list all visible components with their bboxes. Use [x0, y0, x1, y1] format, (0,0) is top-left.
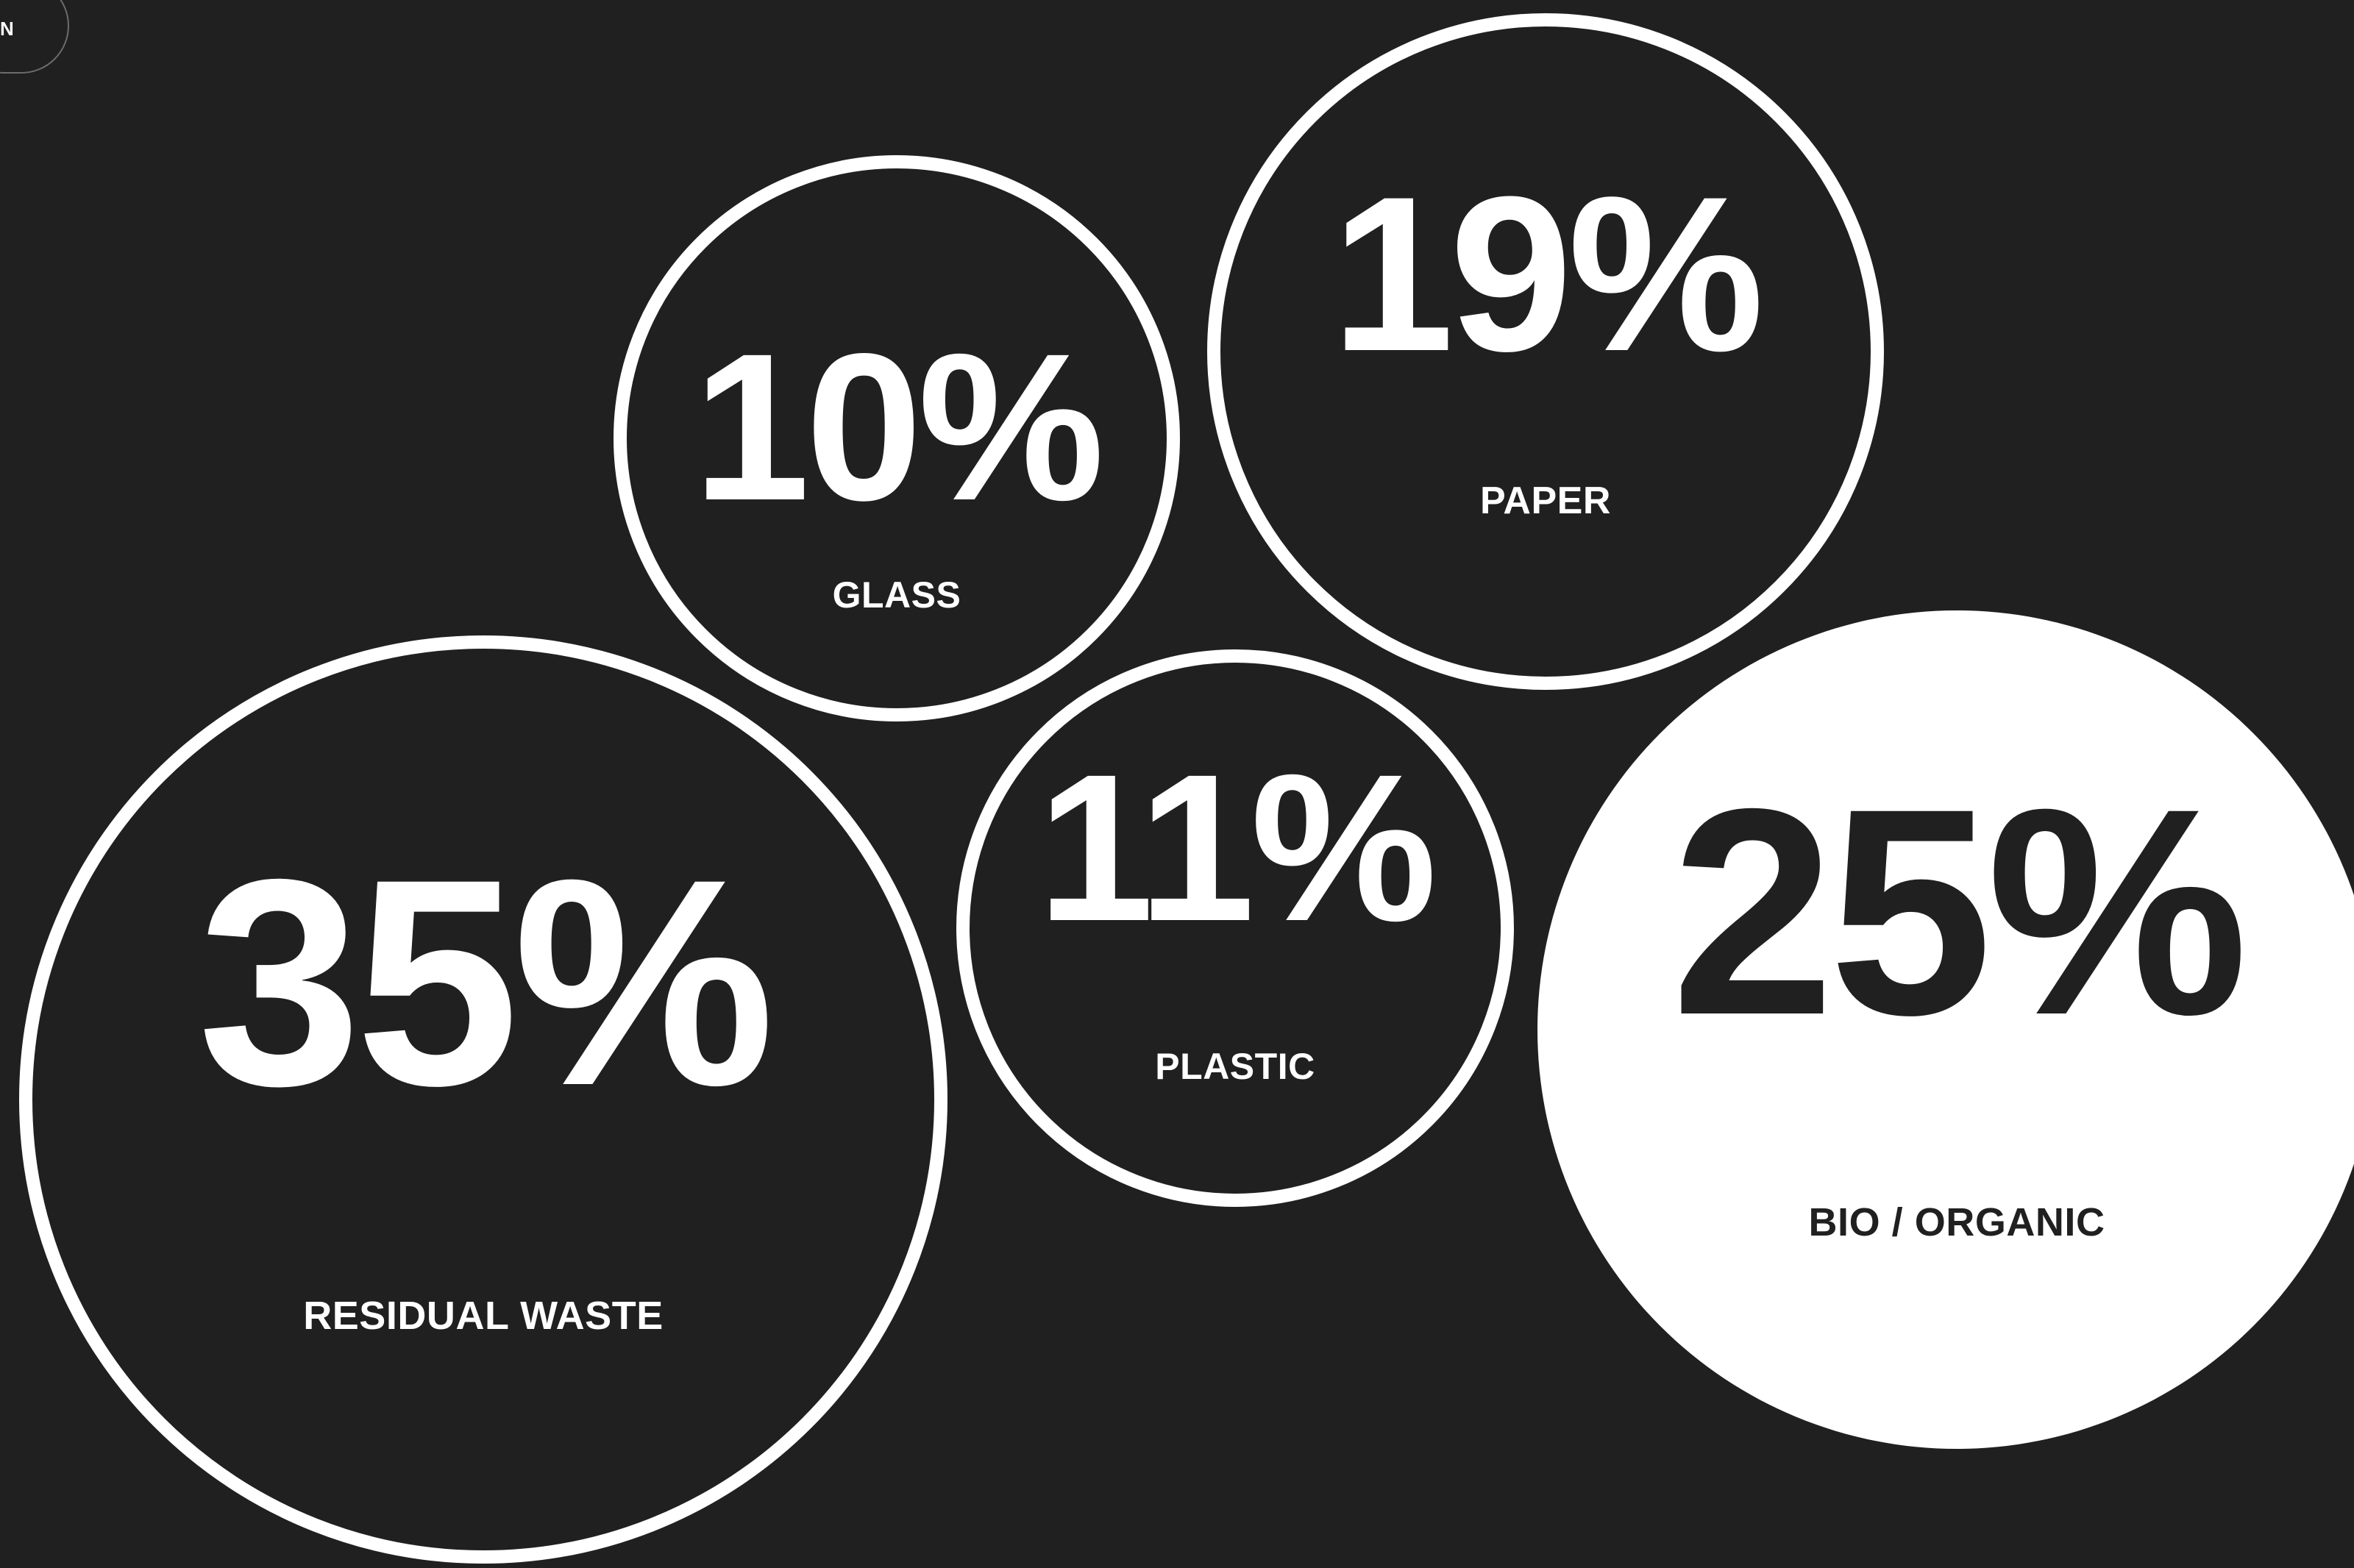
bubble-label-paper: PAPER: [1480, 480, 1611, 523]
bubble-value-bio-organic: 25%: [1671, 747, 2249, 1077]
bubble-residual-waste: 35% RESIDUAL WASTE: [19, 635, 947, 1564]
bubble-value-residual-waste: 35%: [197, 817, 775, 1147]
bubble-bio-organic: 25% BIO / ORGANIC: [1537, 610, 2354, 1449]
bubble-glass: 10% GLASS: [614, 155, 1180, 721]
bubble-paper: 19% PAPER: [1207, 13, 1884, 690]
bubble-value-glass: 10%: [693, 310, 1104, 544]
bubble-value-paper: 19%: [1331, 149, 1764, 397]
top-left-chip-label: N: [0, 18, 15, 40]
top-left-chip-button[interactable]: N: [0, 0, 69, 74]
bubble-value-plastic: 11%: [1037, 731, 1437, 966]
bubble-label-glass: GLASS: [832, 574, 961, 616]
bubble-label-residual-waste: RESIDUAL WASTE: [303, 1294, 664, 1339]
bubble-label-bio-organic: BIO / ORGANIC: [1808, 1200, 2105, 1245]
bubble-plastic: 11% PLASTIC: [956, 649, 1514, 1207]
bubble-label-plastic: PLASTIC: [1155, 1045, 1315, 1087]
